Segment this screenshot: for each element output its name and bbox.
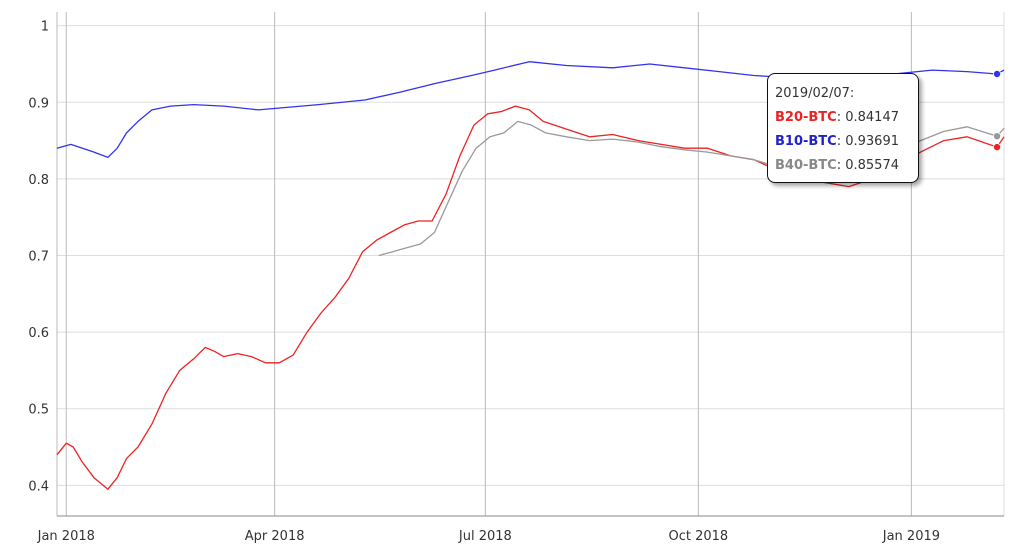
x-tick-label: Jan 2018: [37, 529, 95, 544]
y-tick-label: 0.8: [28, 173, 49, 188]
y-tick-label: 0.4: [28, 479, 49, 494]
tooltip-date: 2019/02/07:: [775, 86, 855, 101]
y-tick-labels: 0.4 0.5 0.6 0.7 0.8 0.9 1: [28, 20, 49, 495]
tooltip-series-value: 0.85574: [845, 158, 899, 173]
tooltip-series-value: 0.84147: [845, 110, 899, 125]
tooltip-row-b40: B40-BTC: 0.85574: [775, 158, 899, 173]
tooltip-row-b10: B10-BTC: 0.93691: [775, 134, 899, 149]
x-tick-label: Jul 2018: [458, 529, 512, 544]
tooltip-series-name: B40-BTC: [775, 158, 837, 173]
hover-point-b10-btc: [993, 69, 1002, 78]
x-tick-label: Apr 2018: [245, 529, 305, 544]
x-tick-label: Oct 2018: [669, 529, 729, 544]
y-tick-label: 0.6: [28, 326, 49, 341]
tooltip-series-value: 0.93691: [845, 134, 899, 149]
tooltip-row-b20: B20-BTC: 0.84147: [775, 110, 899, 125]
y-tick-label: 0.7: [28, 250, 49, 265]
y-tick-label: 1: [41, 20, 49, 35]
tooltip-series-name: B10-BTC: [775, 134, 837, 149]
hover-tooltip: 2019/02/07: B20-BTC: 0.84147 B10-BTC: 0.…: [767, 73, 919, 183]
hover-point-b40-btc: [993, 132, 1002, 141]
axes: [56, 12, 1005, 517]
y-tick-label: 0.9: [28, 96, 49, 111]
y-tick-label: 0.5: [28, 403, 49, 418]
hover-markers: [993, 69, 1002, 152]
x-tick-label: Jan 2019: [882, 529, 940, 544]
hover-point-b20-btc: [993, 143, 1002, 152]
tooltip-series-name: B20-BTC: [775, 110, 837, 125]
x-tick-labels: Jan 2018 Apr 2018 Jul 2018 Oct 2018 Jan 2019: [37, 529, 940, 544]
